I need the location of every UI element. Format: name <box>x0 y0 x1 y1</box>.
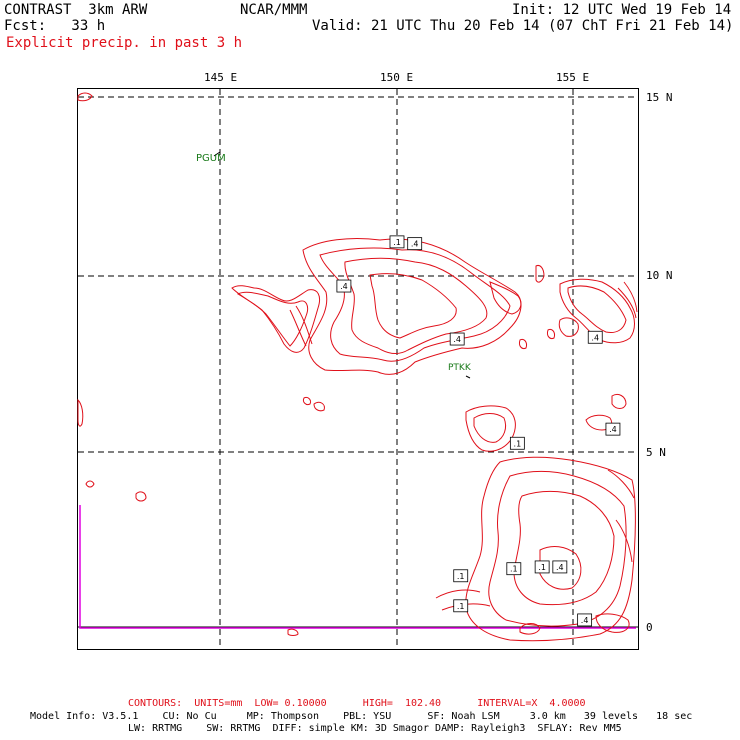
contour-west-band-inner <box>236 291 309 347</box>
contour-main-inner <box>344 257 488 355</box>
lon-label-145: 145 E <box>204 71 238 84</box>
contour-label: .1 <box>389 235 405 249</box>
contour-label-text: .4 <box>581 616 589 625</box>
contour-label-box <box>587 330 603 344</box>
contour-south-core <box>539 546 582 590</box>
contour-south-central <box>465 405 516 452</box>
contour-label-text: .4 <box>591 333 599 342</box>
contour-label-box <box>453 599 469 613</box>
contour-cell-w1 <box>85 480 95 488</box>
contour-label-box <box>506 562 522 576</box>
station-mark-ptkk <box>465 375 471 379</box>
field-title: Explicit precip. in past 3 h <box>6 35 243 51</box>
contour-label-box <box>407 237 423 251</box>
precip-contours <box>77 92 638 642</box>
contour-label-text: .1 <box>457 572 465 581</box>
contour-west-arm <box>289 305 313 347</box>
contour-label-text: .4 <box>453 335 461 344</box>
contour-label: .1 <box>509 436 525 450</box>
lat-label-0: 0 <box>646 621 653 634</box>
contour-west-band <box>231 285 321 353</box>
contour-cell-e2 <box>547 329 555 339</box>
contour-label-box <box>534 560 550 574</box>
contour-legend: CONTOURS: UNITS=mm LOW= 0.10000 HIGH= 10… <box>128 698 586 709</box>
lat-lon-grid <box>78 89 638 649</box>
contour-label-text: .1 <box>457 602 465 611</box>
contour-south-large <box>465 456 636 642</box>
valid-time: Valid: 21 UTC Thu 20 Feb 14 (07 ChT Fri … <box>312 18 734 34</box>
contour-labels: .1 .4 .4 .4 .4 .4 .1 .1 .1 .1 .4 .1 .4 <box>336 235 621 627</box>
contour-south-inner <box>513 491 615 606</box>
contour-east-small <box>558 317 579 337</box>
contour-cell-w2 <box>135 491 147 502</box>
contour-south-cell-1 <box>519 623 541 635</box>
contour-east-edge <box>617 281 638 319</box>
contour-ne-lobe <box>489 281 522 315</box>
contour-cell-e3 <box>519 339 527 349</box>
contour-label: .4 <box>577 613 593 627</box>
map-frame <box>77 88 639 650</box>
contour-main-core <box>369 273 457 339</box>
contour-label-box <box>453 569 469 583</box>
model-info-line2: LW: RRTMG SW: RRTMG DIFF: simple KM: 3D … <box>128 723 622 734</box>
contour-cell-west-edge <box>77 398 84 427</box>
contour-cell-e1 <box>535 265 545 283</box>
station-label-ptkk: PTKK <box>448 363 472 373</box>
contour-label-box <box>389 235 405 249</box>
contour-cell-s1 <box>287 628 299 636</box>
lat-label-5n: 5 N <box>646 446 666 459</box>
station-label-pgum: PGUM <box>196 153 226 164</box>
organization-label: NCAR/MMM <box>240 2 308 18</box>
contour-main-mid <box>319 247 511 362</box>
contour-label: .1 <box>534 560 550 574</box>
contour-east-system <box>559 278 635 344</box>
contour-label-box <box>509 436 525 450</box>
forecast-hour: Fcst: 33 h <box>4 18 106 34</box>
contour-label-box <box>605 422 621 436</box>
contour-label-text: .4 <box>556 563 564 572</box>
lon-label-150: 150 E <box>380 71 414 84</box>
contour-south-east-edge <box>607 469 635 563</box>
contour-label-box <box>577 613 593 627</box>
contour-label-text: .1 <box>393 238 401 247</box>
contour-label-text: .1 <box>538 563 546 572</box>
contour-label: .1 <box>453 599 469 613</box>
contour-south-mid <box>488 471 627 627</box>
model-info-line1: Model Info: V3.5.1 CU: No Cu MP: Thompso… <box>30 711 693 722</box>
contour-label-text: .1 <box>514 439 522 448</box>
contour-cell-c2 <box>313 401 325 412</box>
contour-label-text: .4 <box>411 240 419 249</box>
contour-label: .4 <box>587 330 603 344</box>
contour-label: .4 <box>407 237 423 251</box>
station-mark-pgum <box>213 151 221 157</box>
init-time: Init: 12 UTC Wed 19 Feb 14 <box>512 2 732 18</box>
contour-label-box <box>552 560 568 574</box>
station-markers <box>213 151 471 379</box>
contour-label-box <box>336 279 352 293</box>
lat-label-10n: 10 N <box>646 269 673 282</box>
model-title: CONTRAST 3km ARW <box>4 2 148 18</box>
contour-label-text: .4 <box>340 282 348 291</box>
contour-label: .1 <box>506 562 522 576</box>
contour-label-box <box>449 332 465 346</box>
contour-label: .1 <box>453 569 469 583</box>
contour-label: .4 <box>605 422 621 436</box>
contour-label: .4 <box>552 560 568 574</box>
contour-cell-c1 <box>303 397 311 405</box>
contour-south-cell-2 <box>595 613 630 633</box>
domain-boundary <box>79 505 636 629</box>
contour-label-text: .4 <box>609 425 617 434</box>
contour-cell-e5 <box>611 393 627 409</box>
contour-main-outer <box>302 237 522 375</box>
contour-cell-nw-corner <box>77 92 93 102</box>
contour-label: .4 <box>449 332 465 346</box>
lon-label-155: 155 E <box>556 71 590 84</box>
contour-east-system-inner <box>567 285 627 333</box>
contour-label-text: .1 <box>510 565 518 574</box>
lat-label-15n: 15 N <box>646 91 673 104</box>
contour-label: .4 <box>336 279 352 293</box>
contour-south-central-inner <box>473 413 507 443</box>
